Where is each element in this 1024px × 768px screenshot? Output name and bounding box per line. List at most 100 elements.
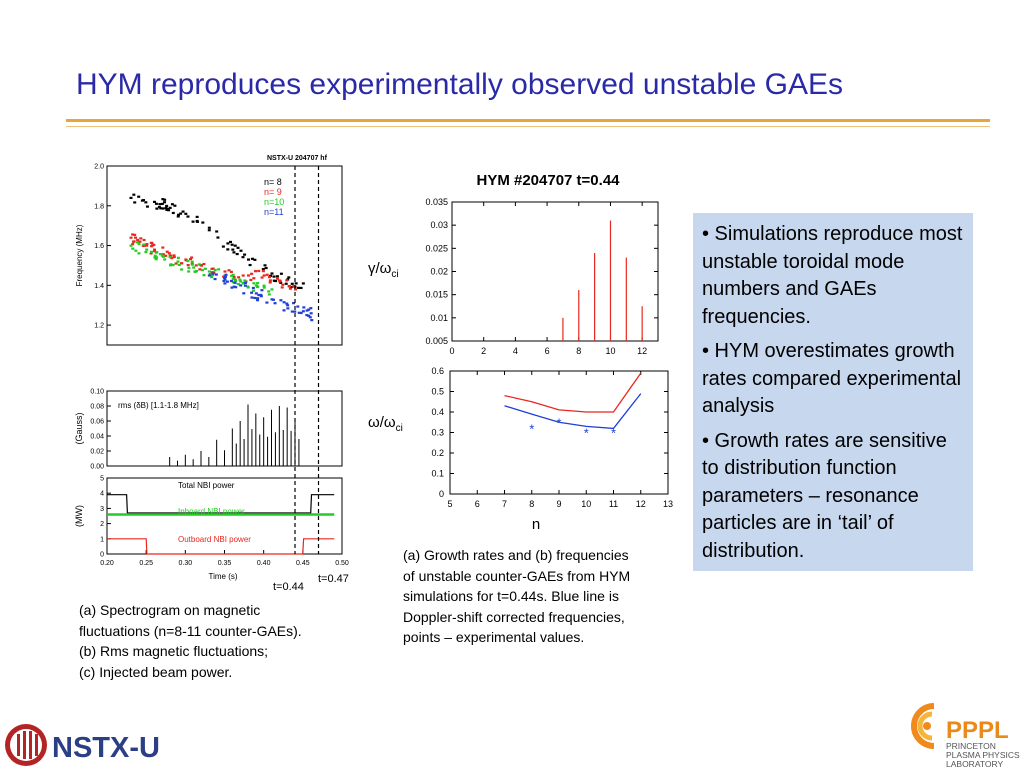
pppl-sub-line: PLASMA PHYSICS (946, 750, 1020, 760)
spectrogram-point (140, 199, 144, 202)
spectrogram-point (153, 256, 157, 259)
spectrogram-point (137, 252, 141, 255)
frequency-ylabel-subscript: ci (396, 423, 403, 434)
title-rule-thin (66, 126, 990, 127)
spectrogram-point (259, 293, 263, 297)
spectrogram-point (253, 296, 257, 300)
spectrogram-point (213, 277, 217, 281)
spectrogram-point (256, 297, 260, 300)
spectrogram-point (153, 250, 157, 253)
nbi-ytick-label: 0 (100, 552, 104, 559)
spectrogram-point (213, 268, 217, 272)
growth-chart-title: HYM #204707 t=0.44 (476, 172, 620, 189)
spectrogram-point (296, 305, 300, 308)
spectrogram-point (222, 275, 226, 278)
spectrogram-point (142, 238, 146, 242)
rms-ytick-label: 0.04 (90, 434, 104, 441)
spectrogram-point (171, 211, 175, 215)
spectrogram-point (161, 255, 165, 258)
spectrogram-point (168, 206, 172, 209)
spectrogram-point (278, 280, 282, 283)
nbi-ytick-label: 3 (100, 506, 104, 513)
growth-frame (451, 201, 659, 342)
mid-caption-line: (a) Growth rates and (b) frequencies (403, 547, 629, 563)
spectrogram-point (308, 316, 312, 319)
spectrogram-point (142, 243, 146, 246)
spectrogram-point (279, 299, 283, 302)
spectrogram-point (256, 299, 260, 302)
growth-ytick-label: 0.025 (425, 243, 448, 253)
spectrogram-point (131, 247, 135, 250)
nstx-u-logo: NSTX-U (5, 724, 160, 766)
spectrogram-point (187, 270, 191, 273)
spectrogram-point (252, 282, 256, 285)
spectrogram-point (194, 270, 198, 273)
spectrogram-point (287, 276, 291, 279)
spectrogram-point (161, 198, 165, 201)
slide-title: HYM reproduces experimentally observed u… (76, 68, 844, 101)
spectrogram-point (227, 269, 231, 272)
mid-caption-line: simulations for t=0.44s. Blue line is (403, 588, 619, 604)
spectrogram-point (307, 314, 311, 317)
spectrogram-point (279, 281, 283, 284)
spectrogram-point (223, 270, 227, 273)
spectrogram-point (159, 207, 163, 210)
spectrogram-point (231, 248, 235, 251)
spectrogram-point (309, 307, 313, 310)
left-caption: (a) Spectrogram on magnetic fluctuations… (79, 600, 302, 682)
left-caption-line: (b) Rms magnetic fluctuations; (79, 643, 269, 659)
spectrogram-point (201, 221, 205, 224)
spectrogram-point (186, 215, 190, 218)
spectrogram-point (287, 285, 291, 288)
spectrogram-point (186, 259, 190, 263)
spectrogram-point (290, 282, 294, 285)
spectrogram-point (129, 244, 133, 247)
frequency-experimental-point: * (529, 421, 534, 436)
spectrogram-point (247, 258, 250, 261)
frequency-xtick-label: 7 (502, 499, 507, 509)
spectrogram-point (155, 251, 159, 254)
spectrogram-point (268, 279, 272, 282)
bullet-item: • Growth rates are sensitive to distribu… (702, 429, 947, 562)
frequency-xtick-label: 5 (447, 499, 452, 509)
spectrogram-ytick-label: 1.6 (94, 243, 104, 250)
spectrogram-point (131, 233, 135, 236)
spectrogram-point (254, 292, 258, 295)
spectrogram-point (264, 266, 268, 270)
frequency-xtick-label: 12 (636, 499, 646, 509)
spectrogram-point (232, 275, 236, 279)
spectrogram-point (157, 205, 161, 209)
spectrogram-point (226, 248, 230, 251)
spectrogram-point (251, 286, 255, 290)
spectrogram-point (247, 274, 250, 277)
spectrogram-ytick-label: 2.0 (94, 164, 104, 171)
t044-label: t=0.44 (273, 581, 304, 593)
rms-ytick-label: 0.08 (90, 404, 104, 411)
spectrogram-point (158, 203, 162, 206)
spectrogram-point (170, 256, 174, 260)
nbi-ytick-label: 2 (100, 521, 104, 528)
spectrogram-point (234, 286, 238, 289)
spectrogram-point (261, 270, 265, 273)
spectrogram-point (231, 281, 235, 284)
experimental-figure: NSTX-U 204707 hf 2.0 1.8 1.6 1.4 1.2 Frequency… (74, 155, 349, 581)
spectrogram-point (167, 252, 171, 255)
spectrogram-point (129, 196, 133, 200)
spectrogram-point (270, 288, 274, 291)
spectrogram-point (137, 243, 141, 246)
spectrogram-point (188, 258, 192, 261)
spectrogram-point (131, 240, 135, 243)
nbi-series-line (107, 538, 335, 555)
spectrogram-point (236, 246, 240, 249)
spectrogram-point (176, 256, 180, 259)
spectrogram-point (280, 286, 284, 289)
spectrogram-point (261, 268, 265, 271)
spectrogram-point (169, 264, 173, 267)
nbi-series-line (107, 494, 335, 514)
spectrogram-point (153, 248, 156, 251)
spectrogram-point (256, 281, 260, 285)
spectrogram-point (192, 266, 196, 269)
spectrogram-point (184, 258, 188, 261)
spectrogram-point (222, 279, 226, 283)
spectrogram-point (177, 263, 181, 267)
